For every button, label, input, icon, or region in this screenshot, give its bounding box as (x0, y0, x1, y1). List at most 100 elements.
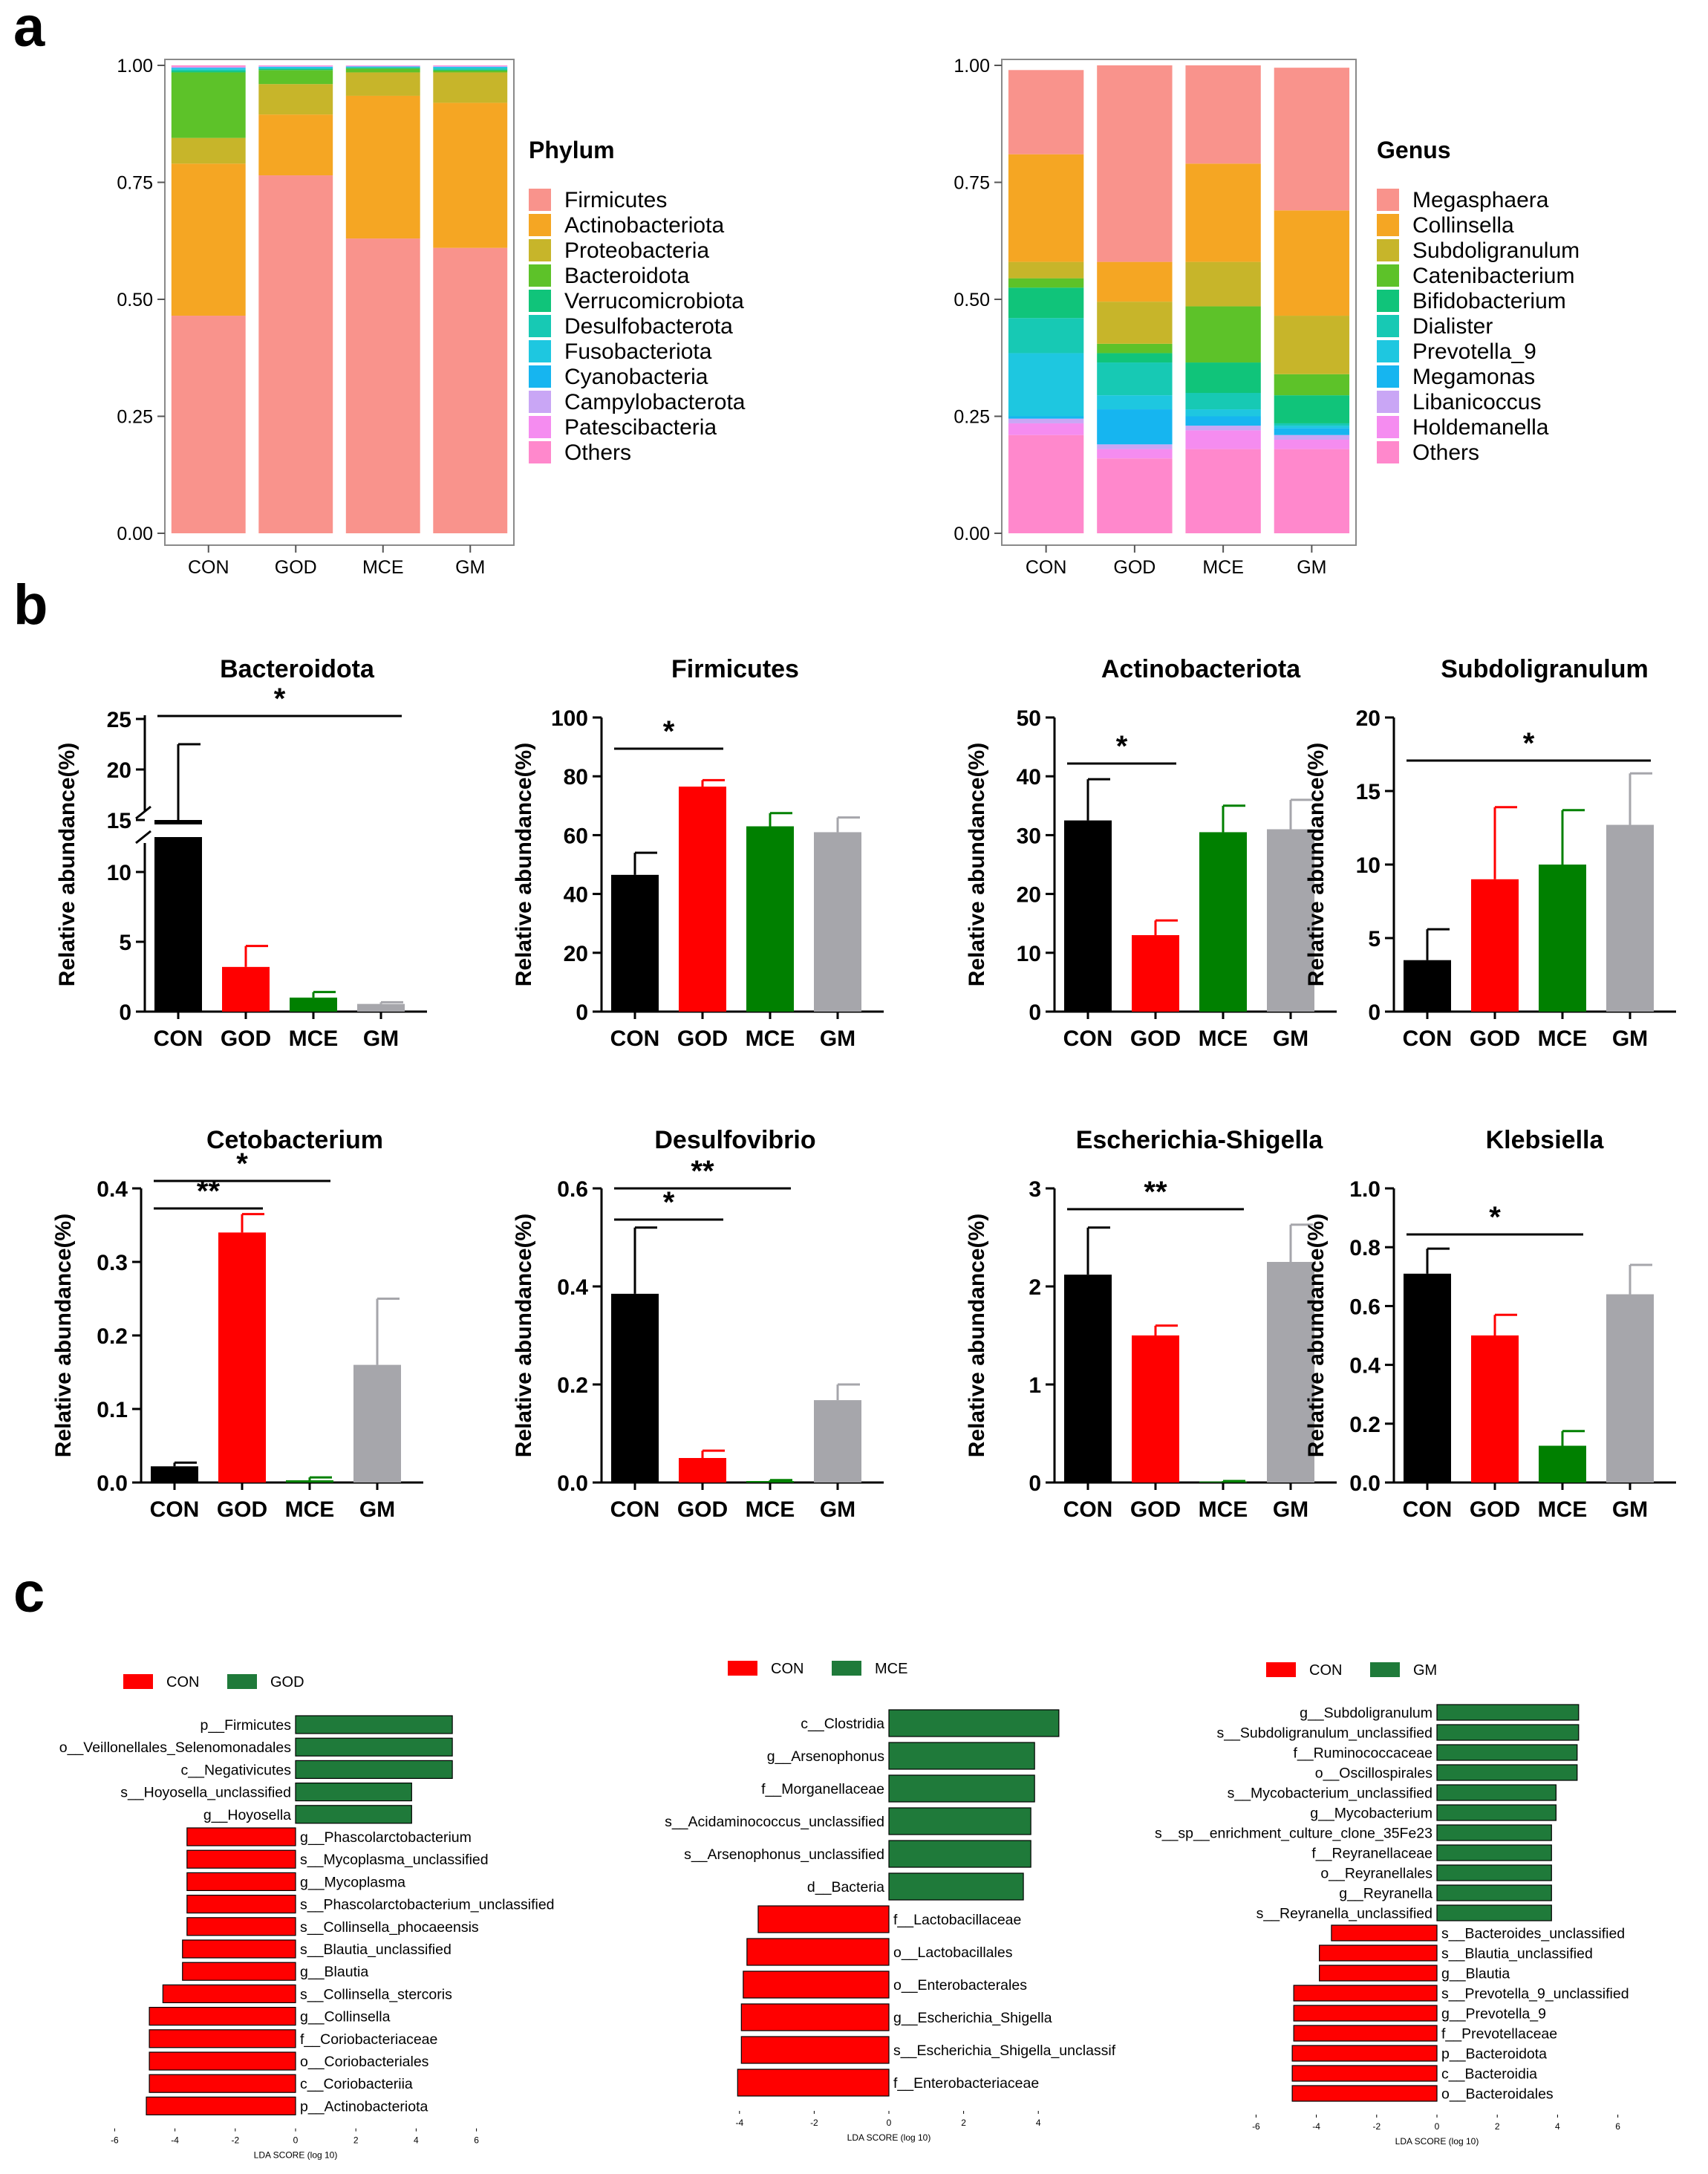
y-tick-label: 0.75 (117, 173, 153, 194)
stack-segment (1185, 163, 1261, 262)
taxon-label: o__Enterobacterales (893, 1977, 1027, 1994)
bar (814, 1400, 861, 1483)
y-axis-label: Relative abundance(%) (965, 743, 989, 986)
stack-segment (258, 70, 333, 85)
stack-segment (433, 69, 508, 71)
taxon-label: c__Bacteroidia (1441, 2066, 1537, 2083)
chart-actinobacteriota: Actinobacteriota Relative abundance(%) 0 10… (965, 655, 1337, 1051)
stack-segment (345, 68, 420, 73)
plot-frame (164, 59, 515, 546)
lda-bar (888, 1742, 1035, 1770)
stack-segment (433, 65, 508, 67)
y-tick-label: 40 (1017, 765, 1041, 790)
bar (1267, 829, 1314, 1012)
legend-label: Libanicoccus (1412, 390, 1541, 414)
y-axis-label: Relative abundance(%) (55, 743, 79, 986)
y-axis-label: Relative abundance(%) (965, 1214, 989, 1457)
chart-cetobacterium: Cetobacterium Relative abundance(%) 0.0 0.1… (51, 1126, 423, 1522)
y-tick-label: 0 (119, 1000, 131, 1025)
y-tick-label: 0 (1029, 1000, 1041, 1025)
legend-label: GM (1413, 1662, 1437, 1679)
stack-segment (433, 247, 508, 533)
x-tick-label: -2 (231, 2135, 239, 2146)
y-tick-label: 20 (107, 758, 131, 783)
lda-bar (186, 1849, 296, 1869)
legend-label: Others (564, 440, 631, 465)
lda-bar (888, 1872, 1024, 1901)
y-tick-label: 0.25 (117, 407, 153, 428)
chart-title: Actinobacteriota (1101, 655, 1301, 683)
bar (1267, 1262, 1314, 1483)
bar (1539, 1445, 1586, 1483)
stack-segment (1008, 318, 1084, 354)
bar (1404, 1273, 1451, 1483)
legend-label: Megasphaera (1412, 188, 1549, 212)
bar (1606, 1294, 1654, 1483)
taxon-label: p__Bacteroidota (1441, 2046, 1547, 2063)
bar (286, 1480, 333, 1483)
y-tick-label: 0.4 (97, 1177, 128, 1202)
legend-label: Proteobacteria (564, 238, 709, 263)
x-tick-label: MCE (1538, 1026, 1588, 1051)
stack-segment (345, 65, 420, 67)
x-tick-label: 0 (293, 2135, 299, 2146)
significance-mark: * (1489, 1201, 1501, 1234)
bar (151, 1466, 198, 1483)
legend-label: Actinobacteriota (564, 213, 724, 238)
stack-segment (1274, 210, 1350, 316)
x-tick-label: GOD (677, 1497, 728, 1522)
lda-bar (182, 1939, 296, 1959)
x-tick-label: 2 (353, 2135, 359, 2146)
lda-bar (1436, 1824, 1552, 1841)
legend-title: Phylum (529, 137, 615, 163)
chart-lefse_god: CON GOD p__Firmicutes o__Veillonellales_Sel… (59, 1674, 555, 2161)
legend-swatch (529, 416, 551, 438)
x-tick-label: GOD (1130, 1497, 1181, 1522)
stack-segment (433, 102, 508, 248)
lda-bar (149, 2007, 296, 2026)
stack-segment (345, 65, 420, 66)
chart-title: Bacteroidota (220, 655, 375, 683)
x-tick-label: 4 (1036, 2118, 1041, 2128)
stack-segment (433, 72, 508, 103)
y-tick-label: 0.0 (1349, 1471, 1381, 1496)
bar (1606, 824, 1654, 1012)
legend-label: Prevotella_9 (1412, 339, 1536, 364)
taxon-label: g__Hoyosella (203, 1807, 291, 1823)
x-tick-label: -2 (810, 2118, 818, 2128)
chart-subdoligranulum: Subdoligranulum Relative abundance(%) 0 5 10… (1304, 655, 1676, 1051)
bar (1132, 935, 1179, 1012)
bar (1199, 832, 1247, 1012)
y-tick-label: 25 (107, 708, 131, 732)
taxon-label: g__Mycoplasma (300, 1874, 405, 1890)
stack-segment (345, 95, 420, 239)
x-tick-label: GM (820, 1497, 855, 1522)
significance-mark: * (1116, 730, 1128, 763)
legend-swatch (1266, 1662, 1296, 1677)
legend-swatch (1377, 340, 1399, 362)
legend-swatch (728, 1661, 757, 1676)
bar (1404, 960, 1451, 1012)
chart-title: Firmicutes (671, 655, 799, 683)
x-tick-label: CON (154, 1026, 203, 1051)
legend-label: CON (771, 1661, 804, 1677)
stack-segment (1097, 395, 1173, 410)
plot-frame (1001, 59, 1357, 546)
axis-break (135, 830, 151, 844)
lda-bar (186, 1872, 296, 1891)
taxon-label: g__Reyranella (1339, 1886, 1432, 1902)
x-tick-label: CON (610, 1497, 660, 1522)
taxon-label: g__Subdoligranulum (1300, 1705, 1432, 1722)
chart-escherichia: Escherichia-Shigella Relative abundance(%… (965, 1126, 1337, 1522)
bar (222, 966, 270, 1012)
stack-segment (171, 68, 246, 70)
y-tick-label: 10 (1356, 853, 1381, 878)
legend-swatch (1377, 239, 1399, 261)
chart-firmicutes: Firmicutes Relative abundance(%) 0 20 40 60 80… (512, 655, 884, 1051)
taxon-label: f__Lactobacillaceae (893, 1912, 1021, 1928)
stack-segment (1097, 302, 1173, 344)
stack-segment (1097, 261, 1173, 302)
lda-bar (1319, 1965, 1438, 1982)
legend-label: Catenibacterium (1412, 264, 1574, 288)
stack-segment (258, 66, 333, 67)
